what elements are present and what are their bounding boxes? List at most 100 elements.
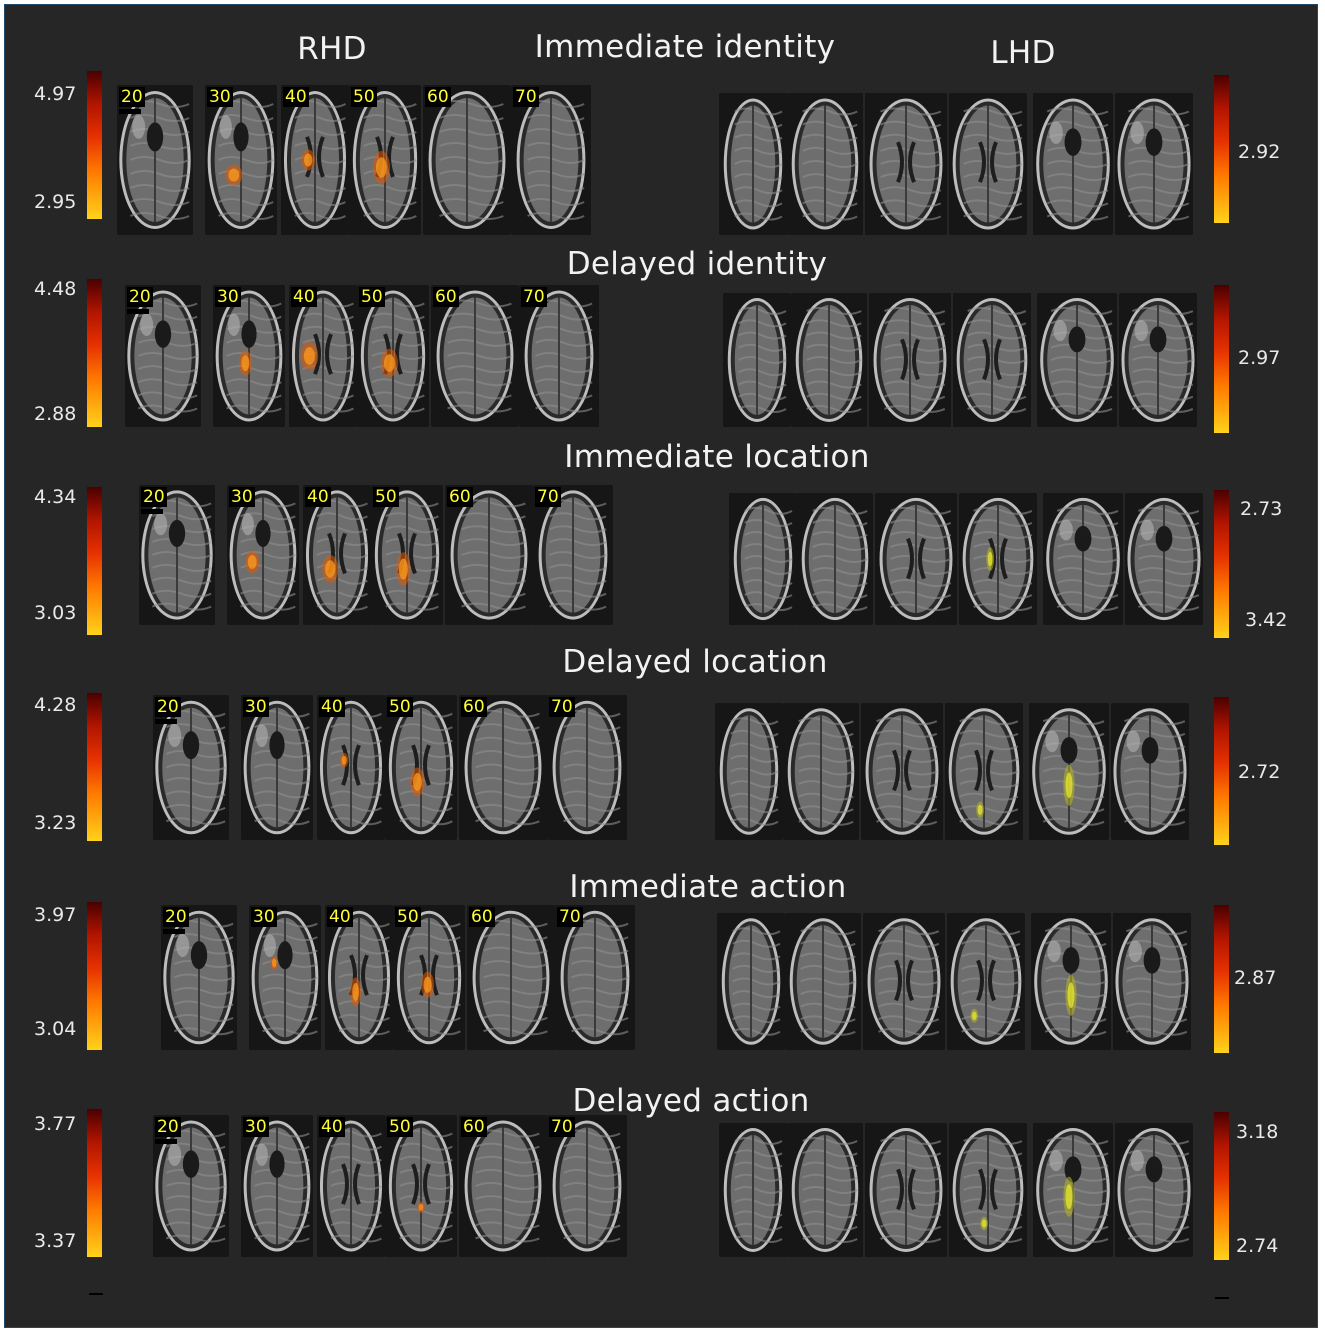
rhd-brain-slice xyxy=(371,485,443,625)
rhd-scale-max: 4.97 xyxy=(34,83,77,105)
slice-level-label: 20 xyxy=(155,697,181,717)
rhd-brain-slice xyxy=(533,485,613,625)
slice-level-label: 40 xyxy=(305,487,331,507)
lhd-brain-slice xyxy=(729,493,797,625)
lhd-brain-slice xyxy=(719,1123,787,1257)
rhd-scale-max: 3.97 xyxy=(34,904,77,926)
slice-level-label: 50 xyxy=(387,697,413,717)
lhd-brain-slice xyxy=(791,293,867,427)
lhd-brain-slice xyxy=(959,493,1037,625)
lhd-scale-max: 2.73 xyxy=(1240,498,1283,520)
slice-level-label: 20 xyxy=(163,907,189,927)
rhd-brain-slice xyxy=(467,905,555,1050)
slice-level-label: 30 xyxy=(215,287,241,307)
rhd-scale-max: 3.77 xyxy=(34,1113,77,1135)
slice-level-label: 70 xyxy=(557,907,583,927)
lhd-scale-min: 3.42 xyxy=(1245,609,1288,631)
slice-level-label: 60 xyxy=(425,87,451,107)
tick-mark xyxy=(1215,1297,1229,1299)
rhd-scale-min: 3.37 xyxy=(34,1230,77,1252)
lhd-colorbar xyxy=(1214,285,1229,433)
panel-title-immediate-location: Immediate location xyxy=(564,439,870,475)
rhd-brain-slice xyxy=(349,85,421,235)
rhd-brain-slice xyxy=(357,285,429,427)
scale-bar xyxy=(163,929,185,934)
rhd-brain-slice xyxy=(213,285,285,427)
slice-level-label: 20 xyxy=(155,1117,181,1137)
slice-level-label: 30 xyxy=(243,697,269,717)
lhd-scale-label: 2.72 xyxy=(1238,761,1281,783)
lhd-brain-slice xyxy=(1029,703,1109,840)
slice-level-label: 20 xyxy=(141,487,167,507)
slice-level-label: 40 xyxy=(319,697,345,717)
lhd-brain-slice xyxy=(719,93,787,235)
scale-bar xyxy=(155,1139,177,1144)
rhd-brain-slice xyxy=(547,1115,627,1257)
scale-bar xyxy=(127,309,149,314)
slice-level-label: 60 xyxy=(461,1117,487,1137)
slice-level-label: 70 xyxy=(513,87,539,107)
rhd-brain-slice xyxy=(393,905,465,1050)
rhd-brain-slice xyxy=(519,285,599,427)
slice-level-label: 30 xyxy=(251,907,277,927)
slice-level-label: 30 xyxy=(207,87,233,107)
lhd-brain-slice xyxy=(787,1123,863,1257)
rhd-brain-slice xyxy=(317,1115,385,1257)
slice-level-label: 30 xyxy=(243,1117,269,1137)
lhd-brain-slice xyxy=(1031,913,1111,1050)
lhd-brain-slice xyxy=(875,493,957,625)
lhd-scale-label: 2.97 xyxy=(1238,347,1281,369)
slice-level-label: 70 xyxy=(521,287,547,307)
slice-level-label: 60 xyxy=(461,697,487,717)
rhd-brain-slice xyxy=(289,285,357,427)
rhd-brain-slice xyxy=(511,85,591,235)
scale-bar xyxy=(155,719,177,724)
slice-level-label: 40 xyxy=(327,907,353,927)
lhd-brain-slice xyxy=(1113,913,1191,1050)
slice-level-label: 60 xyxy=(433,287,459,307)
lhd-scale-label: 2.92 xyxy=(1238,141,1281,163)
lhd-brain-slice xyxy=(1043,493,1123,625)
panel-title-immediate-identity: Immediate identity xyxy=(534,29,836,65)
slice-level-label: 30 xyxy=(229,487,255,507)
lhd-brain-slice xyxy=(953,293,1031,427)
panel-title-delayed-action: Delayed action xyxy=(572,1083,810,1119)
lhd-scale-max: 3.18 xyxy=(1236,1121,1279,1143)
rhd-brain-slice xyxy=(555,905,635,1050)
slice-level-label: 40 xyxy=(283,87,309,107)
lhd-colorbar xyxy=(1214,75,1229,223)
rhd-scale-min: 2.88 xyxy=(34,403,77,425)
lhd-brain-slice xyxy=(717,913,785,1050)
rhd-brain-slice xyxy=(281,85,349,235)
scale-bar xyxy=(141,509,163,514)
lhd-brain-slice xyxy=(723,293,791,427)
slice-level-label: 60 xyxy=(447,487,473,507)
panel-title-delayed-location: Delayed location xyxy=(562,644,828,680)
rhd-brain-slice xyxy=(547,695,627,840)
rhd-colorbar xyxy=(87,71,102,219)
lhd-scale-min: 2.74 xyxy=(1236,1235,1279,1257)
rhd-colorbar xyxy=(87,487,102,635)
slice-level-label: 70 xyxy=(535,487,561,507)
slice-level-label: 40 xyxy=(319,1117,345,1137)
rhd-brain-slice xyxy=(459,1115,547,1257)
slice-level-label: 70 xyxy=(549,1117,575,1137)
lhd-colorbar xyxy=(1214,697,1229,845)
lhd-brain-slice xyxy=(949,1123,1027,1257)
figure-panel: RHD LHD Immediate identity Delayed ident… xyxy=(4,4,1318,1328)
lhd-brain-slice xyxy=(1111,703,1189,840)
rhd-brain-slice xyxy=(249,905,321,1050)
panel-title-immediate-action: Immediate action xyxy=(569,869,847,905)
rhd-colorbar xyxy=(87,902,102,1050)
rhd-colorbar xyxy=(87,693,102,841)
rhd-brain-slice xyxy=(153,1115,229,1257)
slice-level-label: 60 xyxy=(469,907,495,927)
lhd-label: LHD xyxy=(990,35,1056,71)
lhd-brain-slice xyxy=(797,493,873,625)
lhd-brain-slice xyxy=(865,1123,947,1257)
lhd-brain-slice xyxy=(945,703,1023,840)
lhd-brain-slice xyxy=(863,913,945,1050)
lhd-colorbar xyxy=(1214,490,1229,638)
slice-level-label: 20 xyxy=(119,87,145,107)
rhd-brain-slice xyxy=(431,285,519,427)
